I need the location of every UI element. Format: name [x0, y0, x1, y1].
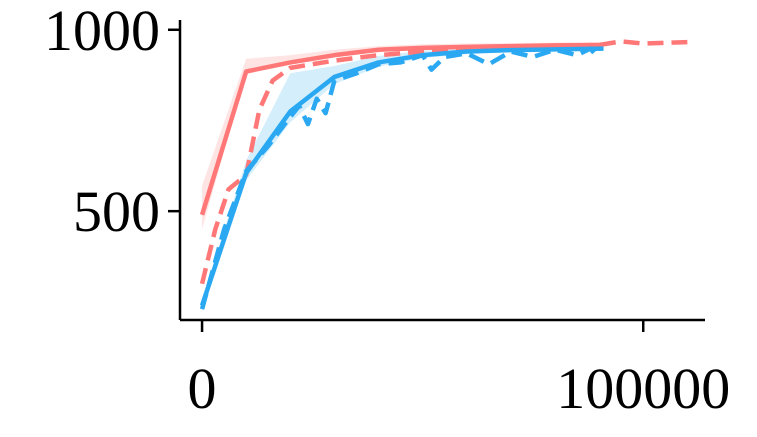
- axis-ticks: 500 1000 0 100000: [44, 0, 730, 421]
- series-1-line: [199, 39, 688, 285]
- series-3-line: [199, 46, 601, 310]
- series-2-band: [202, 46, 604, 311]
- series-2-line: [199, 46, 604, 307]
- y-tick-label: 1000: [44, 0, 160, 63]
- axes: [178, 20, 705, 322]
- confidence-bands: [202, 42, 604, 311]
- series-lines: [199, 39, 688, 310]
- x-tick-label: 100000: [556, 356, 730, 421]
- x-tick-label: 0: [188, 356, 217, 421]
- y-tick-label: 500: [73, 179, 160, 244]
